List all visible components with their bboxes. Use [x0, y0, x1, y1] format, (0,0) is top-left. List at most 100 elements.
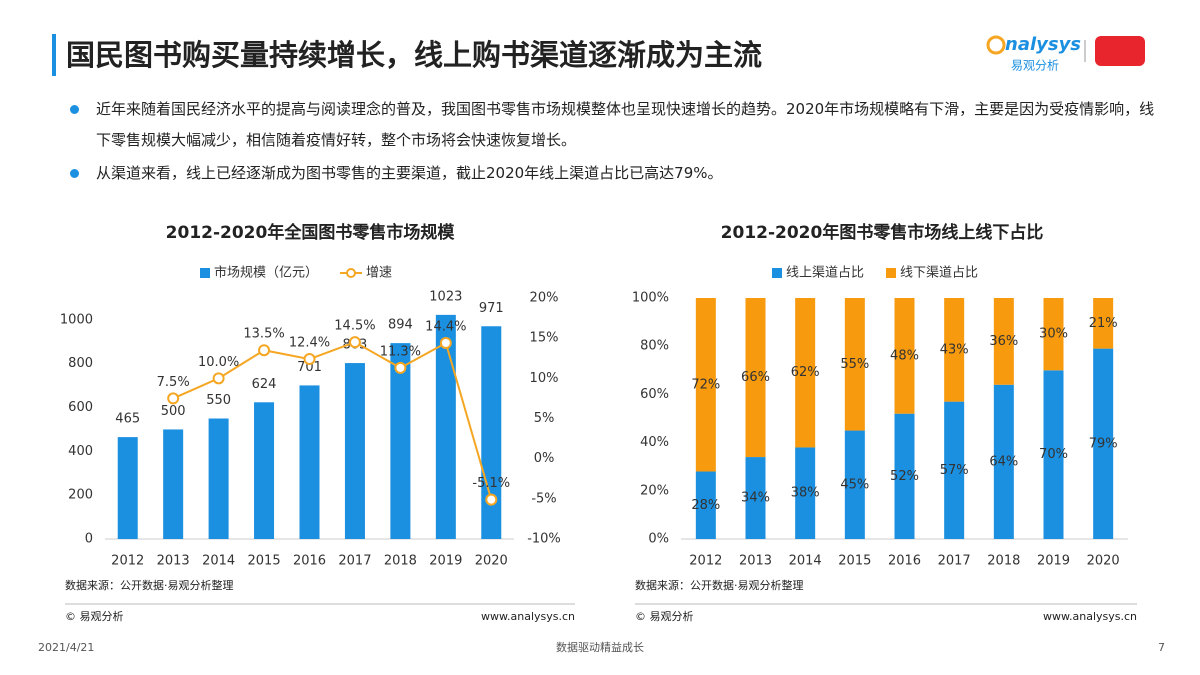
logo-sub: 易观分析: [1011, 59, 1059, 73]
segment-label: 38%: [791, 486, 820, 501]
bar-label: 624: [252, 377, 277, 392]
footer-slogan: 数据驱动精益成长: [556, 640, 644, 654]
legend-swatch: [346, 268, 357, 278]
bar-label: 701: [297, 360, 322, 375]
bar-segment: [695, 298, 716, 472]
slide-title: 国民图书购买量持续增长，线上购书渠道逐渐成为主流: [52, 34, 762, 76]
website: www.analysys.cn: [481, 610, 575, 623]
x-tick-label: 2016: [888, 554, 921, 569]
bar-segment: [795, 447, 816, 539]
bar-segment: [993, 384, 1014, 539]
segment-label: 57%: [940, 463, 969, 478]
legend-label: 市场规模（亿元）: [214, 265, 318, 281]
y2-tick-label: -5%: [531, 491, 556, 506]
x-tick-label: 2013: [157, 554, 190, 569]
x-tick-label: 2017: [938, 554, 971, 569]
x-tick-label: 2017: [338, 554, 371, 569]
line-label: 12.4%: [289, 336, 330, 351]
y-tick-label: 1000: [60, 312, 93, 327]
bar-segment: [745, 298, 766, 458]
bar: [117, 437, 138, 539]
x-tick-label: 2020: [1087, 554, 1120, 569]
line: [172, 341, 493, 500]
bar-segment: [1093, 298, 1114, 349]
line-label: 7.5%: [157, 375, 190, 390]
legend-label: 增速: [366, 266, 392, 281]
y2-tick-label: -10%: [527, 532, 561, 547]
y-tick-label: 100%: [632, 291, 669, 306]
x-tick-label: 2019: [1037, 554, 1070, 569]
segment-label: 28%: [691, 498, 720, 513]
y-tick-label: 600: [68, 400, 93, 415]
x-tick-label: 2015: [838, 554, 871, 569]
legend-label: 线下渠道占比: [900, 266, 978, 281]
logo-mark: [986, 35, 1006, 55]
line-label: 14.5%: [334, 319, 375, 334]
line-point: [348, 336, 361, 349]
legend-swatch: [886, 268, 897, 278]
y-tick-label: 0: [85, 532, 93, 547]
y-tick-label: 200: [68, 488, 93, 503]
line-point: [303, 353, 316, 366]
copyright: © 易观分析: [635, 609, 694, 623]
x-tick-label: 2019: [429, 554, 462, 569]
segment-label: 45%: [840, 477, 869, 492]
bar-segment: [993, 298, 1014, 385]
copyright: © 易观分析: [65, 609, 124, 623]
bar-label: 894: [388, 318, 413, 333]
y2-tick-label: 15%: [530, 331, 559, 346]
y-tick-label: 80%: [640, 339, 669, 354]
segment-label: 64%: [989, 454, 1018, 469]
bar: [299, 385, 320, 539]
line-point: [394, 361, 407, 374]
y2-tick-label: 0%: [534, 451, 555, 466]
segment-label: 36%: [989, 334, 1018, 349]
website: www.analysys.cn: [1043, 610, 1137, 623]
source: 数据来源：公开数据·易观分析整理: [635, 578, 804, 592]
bar: [435, 314, 456, 539]
y-tick-label: 20%: [640, 483, 669, 498]
bar-label: 971: [479, 301, 504, 316]
footer-date: 2021/4/21: [38, 641, 94, 654]
bar-label: 500: [161, 404, 186, 419]
x-tick-label: 2015: [248, 554, 281, 569]
legend-swatch: [772, 268, 782, 278]
bullet: 从渠道来看，线上已经逐渐成为图书零售的主要渠道，截止2020年线上渠道占比已高达…: [70, 158, 1156, 189]
y-tick-label: 400: [68, 444, 93, 459]
bar-segment: [844, 298, 865, 431]
segment-label: 34%: [741, 491, 770, 506]
bar-label: 550: [206, 393, 231, 408]
line-point: [167, 392, 180, 405]
x-tick-label: 2016: [293, 554, 326, 569]
bar-segment: [894, 298, 915, 414]
y-tick-label: 800: [68, 356, 93, 371]
bar-label: 1023: [429, 289, 462, 304]
segment-label: 30%: [1039, 327, 1068, 342]
segment-label: 62%: [791, 365, 820, 380]
bullet: 近年来随着国民经济水平的提高与阅读理念的普及，我国图书零售市场规模整体也呈现快速…: [70, 94, 1156, 156]
x-tick-label: 2012: [689, 554, 722, 569]
x-tick-label: 2012: [111, 554, 144, 569]
x-tick-label: 2014: [789, 554, 822, 569]
line-label: 11.3%: [380, 344, 421, 359]
bar: [163, 429, 184, 539]
chart-title: 2012-2020年图书零售市场线上线下占比: [721, 222, 1044, 243]
segment-label: 72%: [691, 377, 720, 392]
x-tick-label: 2020: [475, 554, 508, 569]
source: 数据来源：公开数据·易观分析整理: [65, 578, 234, 592]
x-tick-label: 2018: [987, 554, 1020, 569]
y-tick-label: 60%: [640, 387, 669, 402]
partner-logo: [1095, 36, 1145, 66]
line-label: 13.5%: [243, 327, 284, 342]
x-tick-label: 2013: [739, 554, 772, 569]
line-label: 14.4%: [425, 319, 466, 334]
y-tick-label: 40%: [640, 435, 669, 450]
bar: [344, 363, 365, 539]
y2-tick-label: 10%: [530, 371, 559, 386]
segment-label: 70%: [1039, 447, 1068, 462]
chart-title: 2012-2020年全国图书零售市场规模: [166, 222, 456, 243]
bar: [254, 402, 275, 539]
bar: [481, 326, 502, 539]
x-tick-label: 2014: [202, 554, 235, 569]
